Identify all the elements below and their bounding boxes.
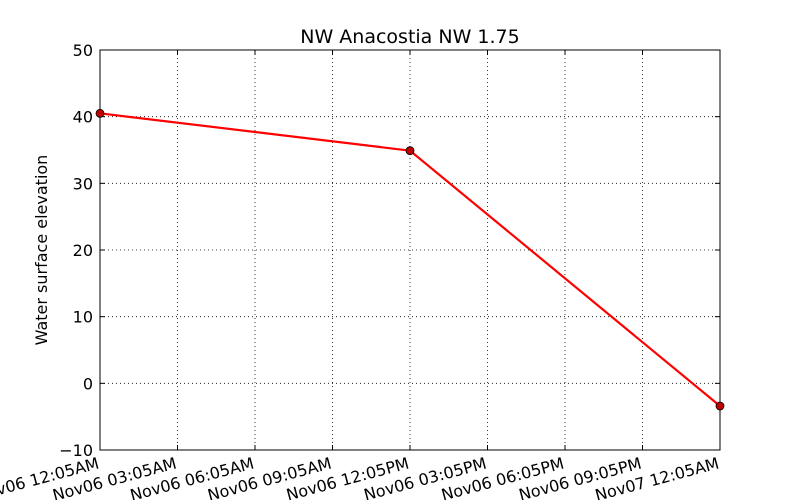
data-point xyxy=(405,146,415,156)
y-tick-label: 10 xyxy=(73,308,93,327)
chart-title: NW Anacostia NW 1.75 xyxy=(300,26,519,48)
grid-lines xyxy=(100,50,720,450)
y-tick-label: −10 xyxy=(59,441,93,460)
series-layer xyxy=(95,108,725,411)
y-tick-label: 30 xyxy=(73,174,93,193)
y-tick-label: 40 xyxy=(73,108,93,127)
y-tick-label: 20 xyxy=(73,241,93,260)
data-point xyxy=(715,401,725,411)
y-tick-label: 50 xyxy=(73,41,93,60)
data-point xyxy=(95,108,105,118)
y-tick-label: 0 xyxy=(83,374,93,393)
y-axis-label: Water surface elevation xyxy=(32,155,51,346)
